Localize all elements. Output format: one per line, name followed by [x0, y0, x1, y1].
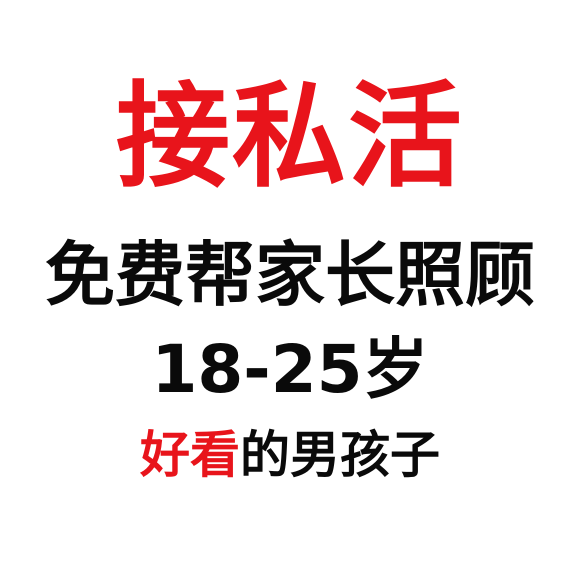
target-description: 好看的男孩子: [0, 430, 580, 480]
age-range: 18-25岁: [0, 337, 580, 403]
description-text: 的男孩子: [240, 426, 440, 484]
highlight-text: 好看: [140, 426, 240, 484]
subheading: 免费帮家长照顾: [0, 240, 580, 310]
age-range-text: 18-25岁: [151, 331, 429, 408]
headline: 接私活: [0, 80, 580, 194]
headline-text: 接私活: [115, 70, 464, 203]
subheading-text: 免费帮家长照顾: [45, 234, 535, 316]
